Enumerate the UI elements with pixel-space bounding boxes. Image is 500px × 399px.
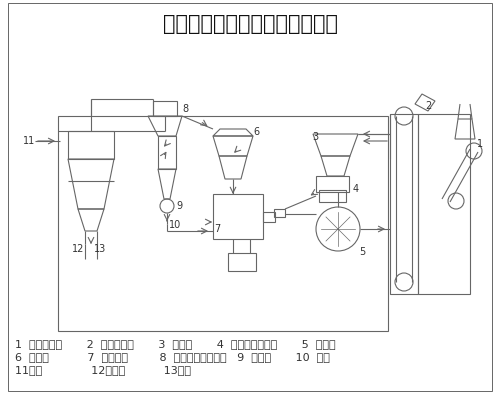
Text: 8: 8 [182,104,188,114]
Text: 6  选粉机           7  欧版磨机         8  隔离式旋风集粉器   9  锁风阀       10  成品: 6 选粉机 7 欧版磨机 8 隔离式旋风集粉器 9 锁风阀 10 成品 [15,352,330,362]
Bar [213,194,263,239]
Text: 欧版磨制备石灰石粉工艺流程图: 欧版磨制备石灰石粉工艺流程图 [162,14,338,34]
Bar [418,114,470,294]
Bar [274,209,285,217]
Text: 2: 2 [425,101,431,111]
Bar [153,101,177,116]
Bar [263,212,275,222]
Text: 13: 13 [94,244,106,254]
Bar [316,176,349,192]
Bar [58,116,388,331]
Text: 11: 11 [23,136,35,146]
Text: 9: 9 [176,201,182,211]
Bar [390,114,418,294]
Text: 3: 3 [312,132,318,142]
Bar [68,131,114,159]
Bar [228,253,256,271]
Text: 12: 12 [72,244,84,254]
Text: 1  颚式破碎机       2  备斗提升机       3  原料仓       4  电磁振动给料机       5  鼓风机: 1 颚式破碎机 2 备斗提升机 3 原料仓 4 电磁振动给料机 5 鼓风机 [15,339,336,349]
Text: 11余风              12收尘器           13成品: 11余风 12收尘器 13成品 [15,365,191,375]
Bar [319,190,346,202]
Bar [158,136,176,169]
Text: 10: 10 [169,220,181,230]
Text: 5: 5 [359,247,365,257]
Text: 6: 6 [253,127,259,137]
Text: 1: 1 [477,139,483,149]
Text: 7: 7 [214,224,220,234]
Text: 4: 4 [353,184,359,194]
